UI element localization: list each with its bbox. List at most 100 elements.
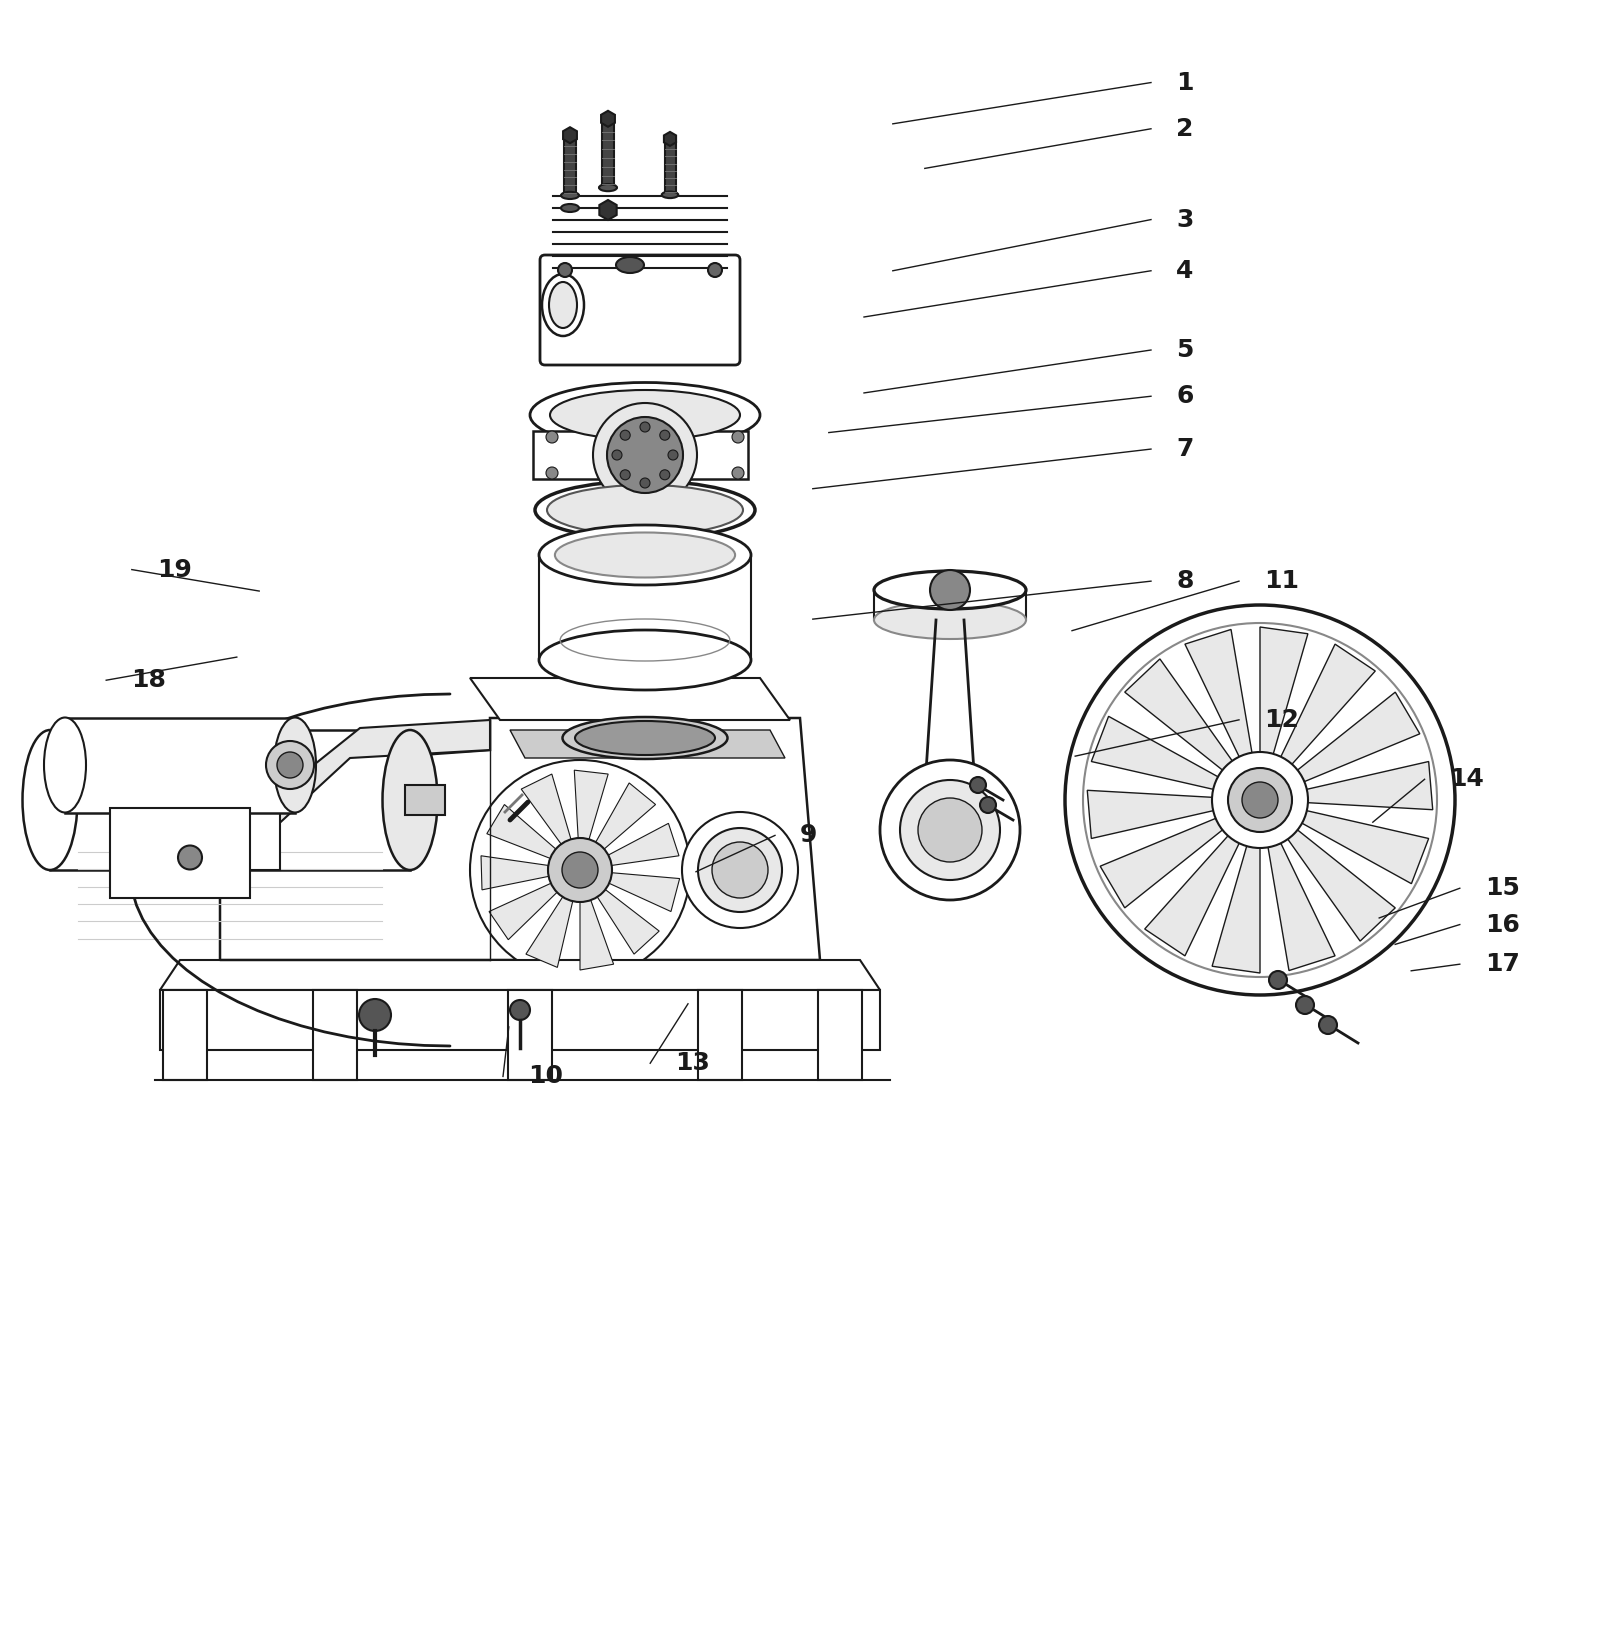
Text: 10: 10 — [528, 1065, 563, 1088]
Ellipse shape — [382, 730, 437, 870]
Text: 19: 19 — [157, 558, 192, 581]
Polygon shape — [490, 883, 557, 939]
Polygon shape — [610, 873, 680, 911]
Polygon shape — [579, 900, 614, 971]
Circle shape — [970, 778, 986, 792]
Text: 13: 13 — [675, 1052, 710, 1075]
Circle shape — [1269, 971, 1286, 989]
Polygon shape — [221, 720, 490, 878]
Polygon shape — [522, 774, 571, 844]
Polygon shape — [221, 718, 819, 959]
Ellipse shape — [542, 274, 584, 337]
Ellipse shape — [547, 485, 742, 535]
Bar — [602, 122, 614, 187]
Ellipse shape — [874, 571, 1026, 609]
Polygon shape — [1269, 844, 1334, 971]
Text: 16: 16 — [1485, 913, 1520, 936]
Bar — [160, 991, 880, 1050]
Circle shape — [611, 451, 622, 461]
Polygon shape — [1186, 629, 1251, 756]
Text: 3: 3 — [1176, 208, 1194, 231]
Ellipse shape — [562, 205, 579, 211]
Bar — [563, 139, 576, 195]
Text: 12: 12 — [1264, 708, 1299, 731]
Polygon shape — [1088, 791, 1213, 839]
Polygon shape — [510, 730, 786, 758]
Circle shape — [640, 423, 650, 433]
Polygon shape — [1307, 761, 1432, 809]
Text: 9: 9 — [800, 824, 818, 847]
Circle shape — [918, 797, 982, 862]
Ellipse shape — [616, 258, 643, 272]
Circle shape — [546, 467, 558, 479]
Text: 18: 18 — [131, 669, 166, 692]
Polygon shape — [1302, 811, 1429, 883]
Circle shape — [594, 403, 698, 507]
Polygon shape — [486, 804, 555, 859]
Bar — [664, 142, 675, 193]
Circle shape — [707, 263, 722, 277]
Bar — [110, 807, 250, 898]
Text: 11: 11 — [1264, 570, 1299, 593]
Circle shape — [682, 812, 798, 928]
Circle shape — [606, 418, 683, 494]
Text: 5: 5 — [1176, 338, 1194, 362]
Circle shape — [1242, 783, 1278, 817]
Polygon shape — [482, 855, 549, 890]
Circle shape — [640, 479, 650, 489]
Circle shape — [277, 751, 302, 778]
Ellipse shape — [539, 631, 750, 690]
Polygon shape — [1125, 659, 1232, 769]
Polygon shape — [925, 621, 976, 789]
Circle shape — [178, 845, 202, 870]
Ellipse shape — [874, 601, 1026, 639]
Ellipse shape — [662, 192, 678, 198]
Circle shape — [218, 829, 242, 852]
Circle shape — [930, 570, 970, 609]
Text: 4: 4 — [1176, 259, 1194, 282]
Circle shape — [733, 467, 744, 479]
Bar — [163, 991, 206, 1080]
Circle shape — [669, 451, 678, 461]
Bar — [874, 589, 1026, 621]
Circle shape — [899, 779, 1000, 880]
Polygon shape — [608, 824, 678, 865]
Text: 2: 2 — [1176, 117, 1194, 140]
Bar — [698, 991, 742, 1080]
Polygon shape — [1213, 845, 1261, 972]
Ellipse shape — [555, 533, 734, 578]
Polygon shape — [1144, 835, 1238, 956]
Bar — [50, 730, 410, 870]
Polygon shape — [1091, 717, 1218, 789]
Circle shape — [621, 471, 630, 480]
Text: 15: 15 — [1485, 877, 1520, 900]
Circle shape — [659, 471, 670, 480]
Circle shape — [1318, 1015, 1338, 1034]
Bar — [818, 991, 862, 1080]
Circle shape — [979, 797, 995, 812]
Ellipse shape — [549, 282, 578, 329]
Circle shape — [266, 741, 314, 789]
Circle shape — [880, 759, 1021, 900]
Text: 8: 8 — [1176, 570, 1194, 593]
Circle shape — [470, 759, 690, 981]
Ellipse shape — [563, 717, 728, 759]
Polygon shape — [574, 769, 608, 839]
Ellipse shape — [22, 730, 77, 870]
Text: 7: 7 — [1176, 438, 1194, 461]
Circle shape — [547, 839, 611, 901]
Circle shape — [546, 431, 558, 442]
Ellipse shape — [45, 718, 86, 812]
Bar — [405, 784, 445, 816]
Polygon shape — [1261, 627, 1307, 755]
Circle shape — [562, 852, 598, 888]
Polygon shape — [595, 783, 656, 849]
Circle shape — [712, 842, 768, 898]
Polygon shape — [1282, 644, 1376, 764]
Polygon shape — [1288, 830, 1395, 941]
Circle shape — [659, 431, 670, 441]
Circle shape — [510, 1001, 530, 1020]
Ellipse shape — [574, 721, 715, 755]
Ellipse shape — [534, 480, 755, 538]
Text: 6: 6 — [1176, 385, 1194, 408]
